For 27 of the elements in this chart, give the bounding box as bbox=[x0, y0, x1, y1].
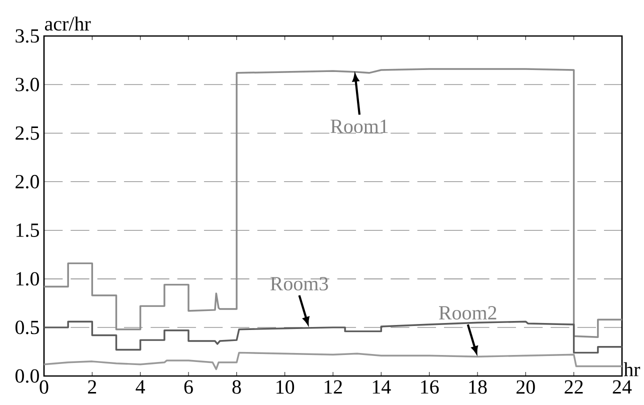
y-tick-label: 0.5 bbox=[15, 320, 39, 334]
x-tick-label: 4 bbox=[136, 380, 146, 394]
x-axis-title: hr bbox=[624, 362, 640, 376]
x-tick-label: 20 bbox=[516, 380, 535, 394]
x-tick-label: 8 bbox=[232, 380, 241, 394]
line-series bbox=[43, 320, 623, 354]
y-tick-label: 2.5 bbox=[16, 126, 39, 140]
x-tick-label: 12 bbox=[324, 380, 342, 394]
x-tick-label: 22 bbox=[564, 380, 583, 394]
x-tick-label: 18 bbox=[469, 380, 487, 394]
y-tick-label: 3.0 bbox=[16, 78, 39, 92]
x-tick-label: 14 bbox=[372, 380, 391, 394]
y-tick-label: 2.0 bbox=[16, 174, 39, 189]
x-tick-label: 16 bbox=[421, 380, 439, 394]
y-tick-label: 3.5 bbox=[16, 29, 39, 43]
y-tick-label: 1.0 bbox=[16, 272, 39, 286]
y-tick-label: 0.0 bbox=[15, 369, 39, 383]
y-tick-label: 1.5 bbox=[16, 224, 39, 238]
annotation: Room1 bbox=[330, 120, 388, 134]
annotation: Room2 bbox=[439, 306, 496, 320]
y-axis-title: acr/hr bbox=[44, 16, 91, 31]
annotation: Room3 bbox=[270, 277, 328, 290]
x-tick-label: 0 bbox=[40, 380, 48, 394]
x-tick-label: 24 bbox=[612, 380, 632, 394]
x-tick-label: 6 bbox=[184, 380, 193, 394]
x-tick-label: 2 bbox=[88, 380, 96, 394]
x-tick-label: 10 bbox=[276, 380, 294, 394]
